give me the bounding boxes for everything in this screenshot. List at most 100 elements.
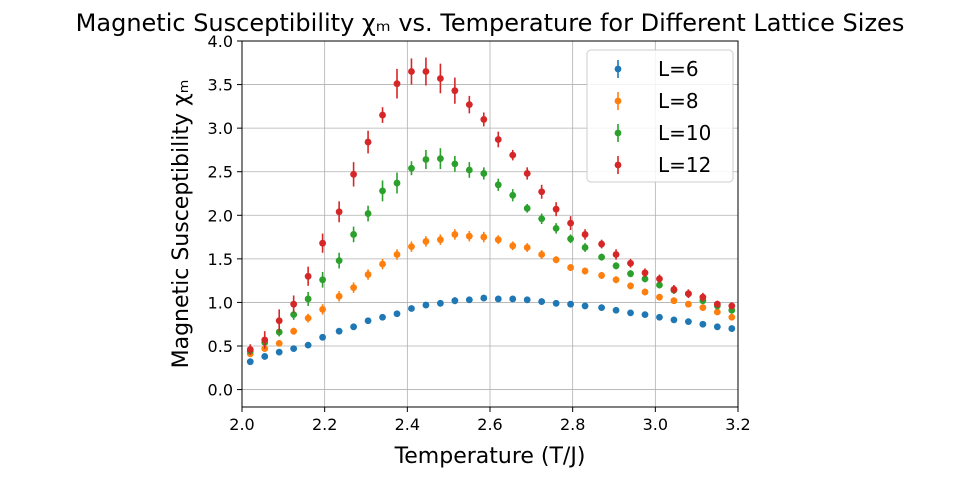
data-point bbox=[552, 224, 560, 232]
data-point bbox=[627, 282, 634, 290]
legend-label: L=8 bbox=[658, 89, 699, 113]
data-point bbox=[275, 348, 283, 356]
data-point bbox=[713, 323, 721, 331]
data-point bbox=[364, 271, 372, 278]
data-point bbox=[290, 311, 298, 319]
data-point bbox=[364, 138, 372, 146]
data-point bbox=[437, 155, 444, 163]
data-point bbox=[627, 270, 634, 278]
data-point bbox=[494, 236, 502, 244]
data-point bbox=[422, 238, 430, 245]
data-point bbox=[685, 300, 692, 308]
legend: L=6 L=8 L=10 L=12 bbox=[586, 49, 734, 183]
data-point bbox=[670, 285, 678, 293]
data-point bbox=[275, 339, 283, 347]
data-point bbox=[393, 80, 401, 88]
data-point bbox=[408, 164, 415, 172]
data-point bbox=[728, 302, 736, 310]
data-point bbox=[627, 309, 634, 317]
x-tick-label: 2.0 bbox=[229, 415, 254, 434]
data-point bbox=[699, 304, 707, 312]
data-point bbox=[523, 204, 531, 212]
data-point bbox=[509, 295, 517, 303]
data-point bbox=[641, 275, 649, 283]
data-point bbox=[408, 68, 415, 75]
legend-item: L=10 bbox=[614, 121, 711, 145]
y-axis-label: Magnetic Susceptibility χₘ bbox=[169, 80, 194, 369]
data-point bbox=[713, 308, 721, 316]
data-point bbox=[538, 215, 546, 223]
data-point bbox=[641, 288, 649, 296]
data-marks bbox=[246, 57, 736, 366]
data-point bbox=[598, 253, 605, 261]
data-point bbox=[627, 259, 634, 267]
x-tick-label: 3.2 bbox=[725, 415, 750, 434]
data-point bbox=[523, 244, 531, 251]
data-point bbox=[581, 267, 589, 275]
data-point bbox=[641, 269, 649, 277]
x-tick-label: 2.6 bbox=[477, 415, 502, 434]
data-point bbox=[670, 297, 678, 305]
data-point bbox=[422, 301, 430, 309]
data-point bbox=[319, 276, 326, 284]
y-tick-label: 3.0 bbox=[208, 119, 233, 138]
data-point bbox=[319, 239, 326, 247]
data-point bbox=[598, 240, 605, 248]
y-tick-label: 0.5 bbox=[208, 337, 233, 356]
data-point bbox=[246, 358, 254, 366]
data-point bbox=[567, 300, 574, 308]
data-point bbox=[261, 353, 269, 360]
legend-label: L=12 bbox=[658, 153, 711, 177]
data-point bbox=[350, 231, 357, 238]
y-tick-label: 1.0 bbox=[208, 293, 233, 312]
legend-marker bbox=[614, 129, 622, 137]
data-point bbox=[523, 296, 531, 304]
legend-frame bbox=[586, 49, 734, 183]
data-point bbox=[261, 336, 269, 344]
data-point bbox=[552, 205, 560, 213]
data-point bbox=[538, 298, 546, 305]
data-point bbox=[598, 304, 605, 312]
y-tick-label: 2.5 bbox=[208, 163, 233, 182]
data-point bbox=[304, 272, 312, 280]
data-point bbox=[612, 251, 620, 258]
data-point bbox=[713, 300, 721, 308]
data-point bbox=[494, 295, 502, 303]
data-point bbox=[612, 276, 620, 284]
data-point bbox=[728, 325, 736, 332]
data-point bbox=[538, 188, 546, 196]
data-point bbox=[393, 251, 401, 258]
data-point bbox=[480, 294, 488, 302]
data-point bbox=[685, 290, 692, 298]
data-point bbox=[335, 292, 343, 300]
data-point bbox=[656, 281, 663, 289]
data-point bbox=[480, 233, 488, 241]
legend-marker bbox=[614, 161, 622, 169]
legend-label: L=6 bbox=[658, 57, 699, 81]
data-point bbox=[422, 156, 430, 163]
data-point bbox=[494, 136, 502, 143]
data-point bbox=[509, 242, 517, 250]
axis-ticks: 2.0 2.2 2.4 2.6 2.8 3.0 3.2 0.0 0.5 1.0 1.5 2.0 2.5 3… bbox=[208, 32, 751, 434]
data-point bbox=[364, 317, 372, 325]
data-point bbox=[699, 293, 707, 301]
legend-marker bbox=[614, 65, 622, 73]
data-point bbox=[364, 210, 372, 217]
data-point bbox=[393, 310, 401, 318]
y-tick-label: 3.5 bbox=[208, 76, 233, 95]
chart-title: Magnetic Susceptibility χₘ vs. Temperatu… bbox=[76, 9, 905, 37]
data-point bbox=[656, 275, 663, 283]
legend-marker bbox=[614, 97, 622, 105]
y-tick-label: 0.0 bbox=[208, 381, 233, 400]
data-point bbox=[567, 219, 574, 227]
data-point bbox=[567, 264, 574, 271]
data-point bbox=[379, 313, 386, 321]
data-point bbox=[552, 299, 560, 307]
data-point bbox=[494, 181, 502, 189]
data-point bbox=[437, 299, 444, 307]
data-point bbox=[408, 305, 415, 312]
data-point bbox=[350, 323, 357, 331]
data-point bbox=[393, 179, 401, 187]
data-point bbox=[552, 256, 560, 264]
x-tick-label: 2.8 bbox=[560, 415, 585, 434]
